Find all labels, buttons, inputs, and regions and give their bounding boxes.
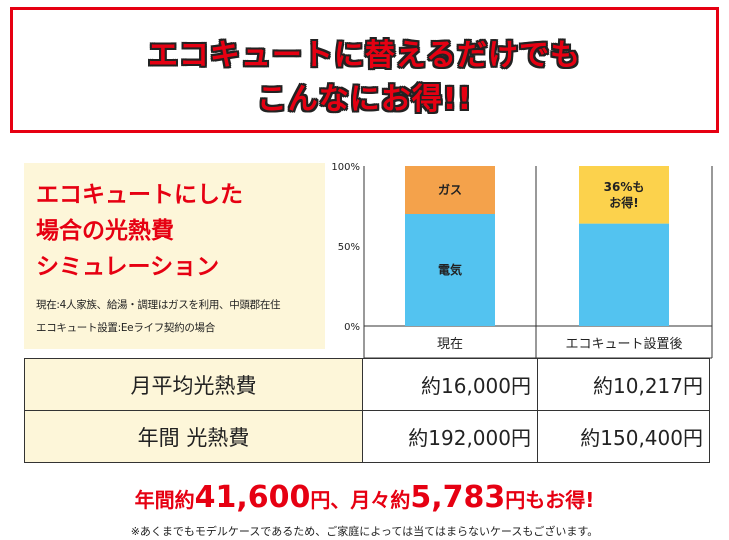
bar-segment	[579, 166, 669, 224]
category-label: 現在	[437, 337, 463, 352]
y-tick-label: 50%	[338, 242, 360, 253]
intro-note-current: 現在:4人家族、給湯・調理はガスを利用、中頭郡在住	[36, 299, 281, 311]
summary-prefix: 年間約	[134, 488, 195, 512]
segment-label: ガス	[438, 182, 462, 197]
disclaimer-footnote: ※あくまでもモデルケースであるため、ご家庭によっては当てはまらないケースもござい…	[130, 525, 599, 538]
intro-panel: エコキュートにした 場合の光熱費 シミュレーション 現在:4人家族、給湯・調理は…	[24, 163, 325, 349]
row-label-annual: 年間 光熱費	[24, 410, 363, 463]
segment-label: 電気	[438, 262, 462, 277]
bar-segment	[405, 214, 495, 326]
segment-label: 36%も	[604, 180, 645, 194]
annual-after-value: 約150,400円	[537, 410, 710, 463]
cost-table: 月平均光熱費 約16,000円 約10,217円 年間 光熱費 約192,000…	[24, 358, 710, 463]
intro-title-line-1: エコキュートにした	[36, 182, 243, 208]
intro-title: エコキュートにした 場合の光熱費 シミュレーション	[36, 177, 326, 285]
category-label: エコキュート設置後	[565, 336, 682, 352]
bar-segment	[579, 223, 669, 326]
monthly-current-value: 約16,000円	[362, 358, 538, 411]
intro-title-line-2: 場合の光熱費	[36, 218, 174, 244]
headline-line-1: エコキュートに替えるだけでも	[147, 38, 582, 73]
y-tick-label: 100%	[331, 162, 360, 173]
headline-line-2: こんなにお得!!	[256, 82, 473, 117]
cost-comparison-chart: 100% 50% 0% 現在 エコキュート設置後 電気 ガス 36%もお得!	[331, 162, 713, 359]
summary-middle: 円、月々約	[310, 488, 411, 512]
row-label-monthly: 月平均光熱費	[24, 358, 363, 411]
annual-current-value: 約192,000円	[362, 410, 538, 463]
monthly-savings-amount: 5,783	[410, 480, 506, 515]
segment-label: お得!	[609, 195, 638, 210]
intro-note-after: エコキュート設置:Eeライフ契約の場合	[36, 322, 215, 334]
summary-suffix: 円もお得!	[505, 488, 595, 512]
intro-title-line-3: シミュレーション	[36, 254, 220, 280]
annual-savings-amount: 41,600	[194, 480, 311, 515]
bar-segment	[405, 166, 495, 214]
table-row: 年間 光熱費 約192,000円 約150,400円	[24, 410, 710, 463]
monthly-after-value: 約10,217円	[537, 358, 710, 411]
headline-box: エコキュートに替えるだけでも こんなにお得!!	[10, 7, 719, 133]
savings-summary: 年間約41,600円、月々約5,783円もお得!	[0, 480, 729, 515]
table-row: 月平均光熱費 約16,000円 約10,217円	[24, 358, 710, 411]
y-tick-label: 0%	[344, 322, 360, 333]
